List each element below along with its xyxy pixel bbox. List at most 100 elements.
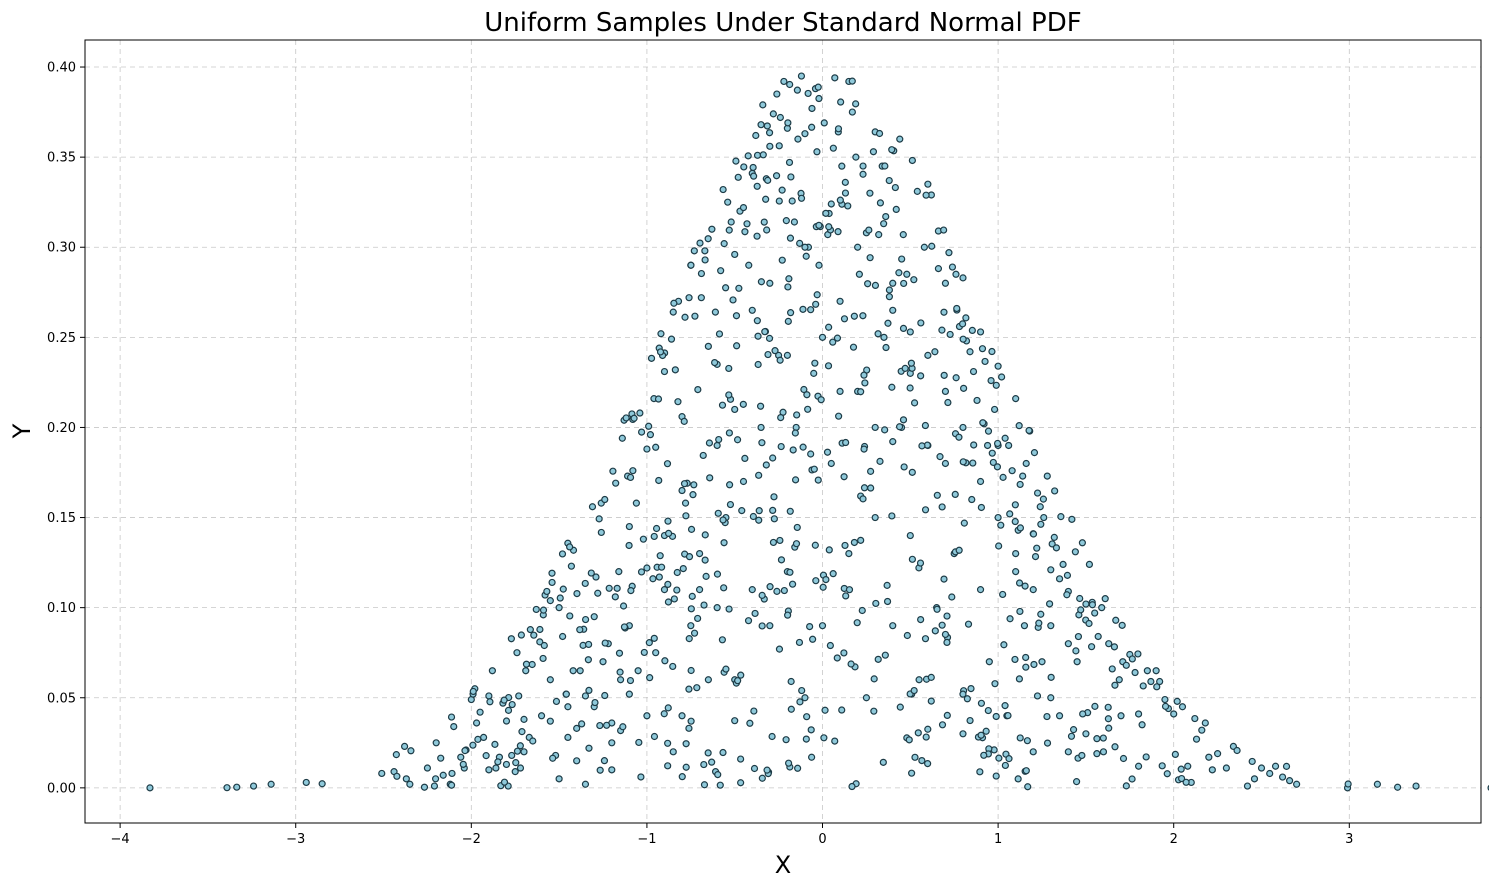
data-point — [952, 270, 960, 278]
data-point — [725, 605, 733, 613]
chart-title: Uniform Samples Under Standard Normal PD… — [484, 8, 1081, 38]
data-point — [400, 742, 409, 751]
data-point — [927, 673, 935, 681]
data-point — [1019, 472, 1027, 480]
data-point — [726, 481, 734, 489]
data-point — [625, 690, 633, 698]
data-point — [745, 261, 753, 269]
data-point — [626, 473, 635, 482]
data-point — [1344, 780, 1352, 788]
data-point — [507, 635, 515, 643]
data-point — [559, 632, 567, 641]
data-point — [784, 611, 792, 619]
data-point — [601, 691, 609, 700]
data-point — [546, 676, 554, 684]
data-point — [874, 330, 882, 338]
data-point — [725, 429, 733, 437]
data-point — [796, 239, 804, 247]
data-point — [318, 780, 326, 788]
data-point — [737, 755, 745, 763]
data-point — [1394, 783, 1402, 791]
data-point — [1173, 697, 1181, 705]
data-point — [537, 712, 546, 720]
data-point — [797, 194, 806, 202]
data-point — [1021, 582, 1029, 590]
data-point — [812, 300, 820, 308]
data-point — [827, 200, 835, 208]
x-tick-label: 2 — [1170, 832, 1178, 847]
data-point — [997, 521, 1005, 529]
data-point — [608, 766, 616, 774]
data-point — [701, 556, 709, 564]
data-point — [891, 183, 899, 192]
data-point — [749, 163, 757, 172]
data-point — [794, 764, 802, 772]
data-point — [806, 622, 814, 631]
data-point — [681, 313, 689, 321]
data-point — [1412, 782, 1420, 790]
data-point — [948, 593, 956, 601]
data-point — [1214, 750, 1222, 758]
data-point — [831, 74, 839, 82]
data-point — [842, 438, 850, 447]
data-point — [671, 366, 679, 374]
data-point — [938, 721, 947, 729]
data-point — [1208, 766, 1216, 774]
data-point — [485, 692, 493, 700]
data-point — [915, 676, 923, 684]
data-point — [1243, 782, 1252, 790]
data-point — [959, 274, 967, 282]
data-point — [1104, 703, 1112, 711]
data-point — [601, 639, 609, 647]
data-point — [976, 586, 985, 594]
data-point — [773, 587, 781, 595]
data-point — [770, 493, 778, 501]
data-point — [847, 660, 855, 668]
data-point — [859, 495, 867, 503]
data-point — [655, 573, 663, 581]
data-point — [860, 445, 868, 453]
data-point — [500, 778, 509, 786]
data-point — [746, 719, 754, 727]
data-point — [867, 484, 875, 492]
data-point — [630, 414, 638, 422]
data-point — [903, 631, 911, 640]
data-point — [1110, 643, 1119, 651]
data-point — [1006, 510, 1014, 518]
data-point — [430, 782, 439, 790]
data-point — [626, 676, 635, 685]
data-point — [678, 773, 686, 781]
data-point — [794, 135, 802, 143]
data-point — [540, 641, 548, 650]
data-point — [866, 189, 874, 197]
data-point — [1191, 714, 1199, 723]
data-point — [993, 439, 1002, 448]
data-point — [1011, 655, 1019, 664]
data-point — [566, 543, 574, 551]
data-point — [924, 760, 932, 768]
data-point — [860, 484, 869, 492]
data-point — [770, 515, 778, 523]
data-point — [1178, 774, 1186, 783]
data-point — [1029, 586, 1037, 594]
data-point — [1005, 755, 1013, 763]
data-point — [1198, 726, 1206, 734]
data-point — [555, 775, 563, 783]
data-point — [432, 739, 440, 747]
data-point — [719, 516, 727, 524]
data-point — [555, 604, 563, 612]
data-point — [682, 512, 690, 520]
data-point — [592, 573, 600, 581]
data-point — [632, 499, 640, 507]
data-point — [850, 538, 858, 547]
data-point — [786, 507, 794, 515]
data-point — [516, 764, 525, 772]
data-point — [690, 629, 699, 637]
data-point — [1222, 764, 1230, 772]
y-tick-label: 0.30 — [47, 241, 76, 256]
data-point — [900, 463, 908, 471]
data-point — [1078, 539, 1086, 547]
data-point — [1072, 778, 1081, 786]
data-point — [750, 172, 758, 180]
data-point — [787, 677, 795, 686]
